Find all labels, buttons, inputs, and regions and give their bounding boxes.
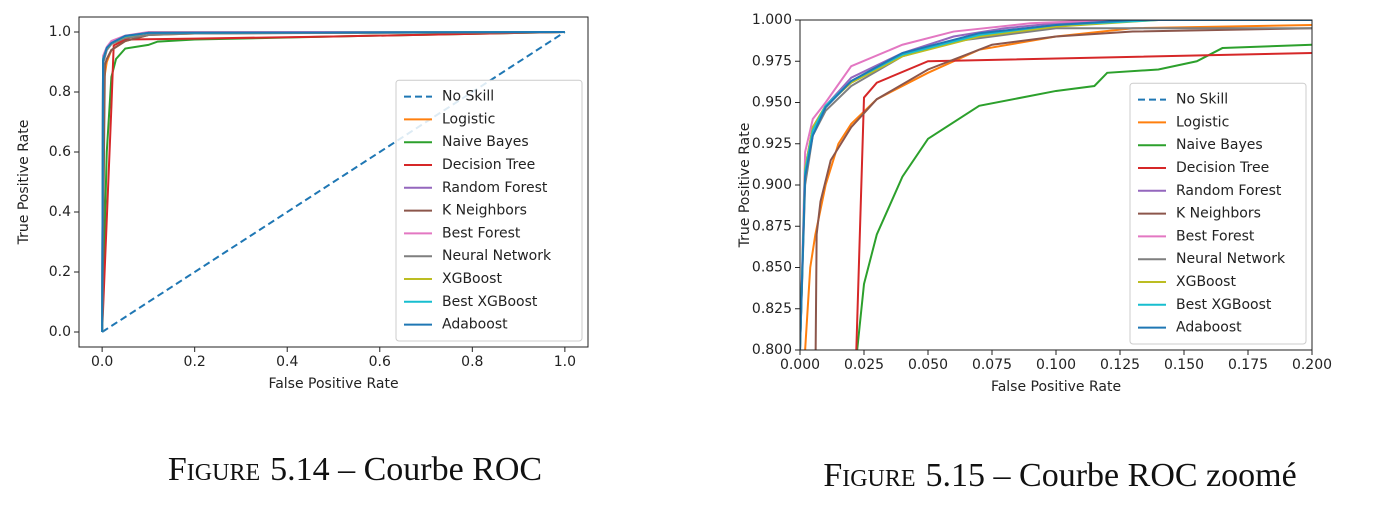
roc-line bbox=[800, 20, 1312, 350]
x-tick-label: 0.8 bbox=[461, 354, 483, 370]
roc-line bbox=[800, 20, 1312, 350]
legend-label: Logistic bbox=[442, 111, 495, 127]
x-tick-label: 0.000 bbox=[780, 357, 820, 373]
y-tick-label: 1.000 bbox=[752, 12, 792, 28]
legend-label: No Skill bbox=[1176, 92, 1228, 108]
x-tick-label: 0.2 bbox=[184, 354, 206, 370]
legend-label: Adaboost bbox=[1176, 320, 1242, 336]
legend-label: XGBoost bbox=[442, 271, 502, 287]
legend-label: Best Forest bbox=[1176, 228, 1255, 244]
caption-label: Figure bbox=[823, 457, 915, 494]
y-axis-label: True Positive Rate bbox=[737, 123, 753, 249]
x-tick-label: 0.6 bbox=[369, 354, 391, 370]
roc-line bbox=[101, 31, 565, 333]
legend-label: Best XGBoost bbox=[1176, 297, 1272, 313]
roc-line bbox=[856, 43, 1312, 350]
y-tick-label: 0.950 bbox=[752, 95, 792, 111]
roc-line bbox=[101, 31, 566, 333]
y-tick-label: 0.825 bbox=[752, 301, 792, 317]
axes-frame bbox=[78, 16, 589, 348]
y-tick-label: 0.875 bbox=[752, 218, 792, 234]
chart: 0.000 0.025 0.050 0.075 0.100 0.125 0.150 0.175… bbox=[737, 12, 1332, 494]
x-tick-label: 0.150 bbox=[1164, 357, 1204, 373]
x-tick-label: 0.4 bbox=[276, 354, 298, 370]
x-tick-label: 0.075 bbox=[972, 357, 1012, 373]
y-tick-label: 0.975 bbox=[752, 53, 792, 69]
roc-line bbox=[814, 27, 1312, 350]
x-tick-label: 0.025 bbox=[844, 357, 884, 373]
x-tick-label: 0.175 bbox=[1228, 357, 1268, 373]
caption-text: 5.14 – Courbe ROC bbox=[270, 451, 542, 488]
y-tick-label: 0.900 bbox=[752, 177, 792, 193]
legend-label: Decision Tree bbox=[1176, 160, 1269, 176]
legend-label: Logistic bbox=[1176, 114, 1229, 130]
legend-label: Neural Network bbox=[442, 248, 552, 264]
plot-lines bbox=[101, 31, 566, 333]
y-tick-label: 0.4 bbox=[49, 204, 71, 220]
y-tick-label: 0.6 bbox=[49, 144, 71, 160]
plot-lines bbox=[800, 20, 1312, 350]
caption-label: Figure bbox=[168, 451, 260, 488]
legend-label: K Neighbors bbox=[1176, 206, 1261, 222]
x-tick-label: 1.0 bbox=[554, 354, 576, 370]
legend-box bbox=[1129, 82, 1307, 345]
legend-label: XGBoost bbox=[1176, 274, 1236, 290]
legend-label: Naive Bayes bbox=[442, 134, 529, 150]
roc-line bbox=[101, 31, 565, 333]
caption: Figure 5.15 – Courbe ROC zoomé bbox=[823, 457, 1296, 494]
roc-line bbox=[855, 52, 1312, 350]
legend-label: Best Forest bbox=[442, 225, 521, 241]
x-tick-label: 0.0 bbox=[91, 354, 113, 370]
x-tick-label: 0.050 bbox=[908, 357, 948, 373]
x-tick-label: 0.125 bbox=[1100, 357, 1140, 373]
y-tick-label: 0.2 bbox=[49, 264, 71, 280]
legend-label: Random Forest bbox=[442, 180, 548, 196]
y-axis-label: True Positive Rate bbox=[16, 120, 32, 246]
caption: Figure 5.14 – Courbe ROC bbox=[168, 451, 542, 488]
legend-label: Random Forest bbox=[1176, 183, 1282, 199]
x-axis-label: False Positive Rate bbox=[991, 379, 1121, 395]
caption-text: 5.15 – Courbe ROC zoomé bbox=[926, 457, 1297, 494]
x-tick-label: 0.100 bbox=[1036, 357, 1076, 373]
chart: 0.0 0.2 0.4 0.6 0.8 1.0 0.0 0.2 0.4 0.6 0.8 1.0 Fals… bbox=[16, 16, 589, 488]
y-tick-label: 0.925 bbox=[752, 136, 792, 152]
x-tick-label: 0.200 bbox=[1292, 357, 1332, 373]
axes-frame bbox=[799, 19, 1313, 351]
legend-label: Naive Bayes bbox=[1176, 137, 1263, 153]
legend-box bbox=[395, 79, 583, 342]
x-axis-label: False Positive Rate bbox=[268, 376, 398, 392]
legend-label: K Neighbors bbox=[442, 203, 527, 219]
legend-label: Neural Network bbox=[1176, 251, 1286, 267]
legend-label: No Skill bbox=[442, 89, 494, 105]
y-tick-label: 1.0 bbox=[49, 24, 71, 40]
legend-label: Decision Tree bbox=[442, 157, 535, 173]
y-tick-label: 0.8 bbox=[49, 84, 71, 100]
legend-label: Adaboost bbox=[442, 317, 508, 333]
y-tick-label: 0.850 bbox=[752, 260, 792, 276]
legend-label: Best XGBoost bbox=[442, 294, 538, 310]
y-tick-label: 0.0 bbox=[49, 324, 71, 340]
y-tick-label: 0.800 bbox=[752, 342, 792, 358]
